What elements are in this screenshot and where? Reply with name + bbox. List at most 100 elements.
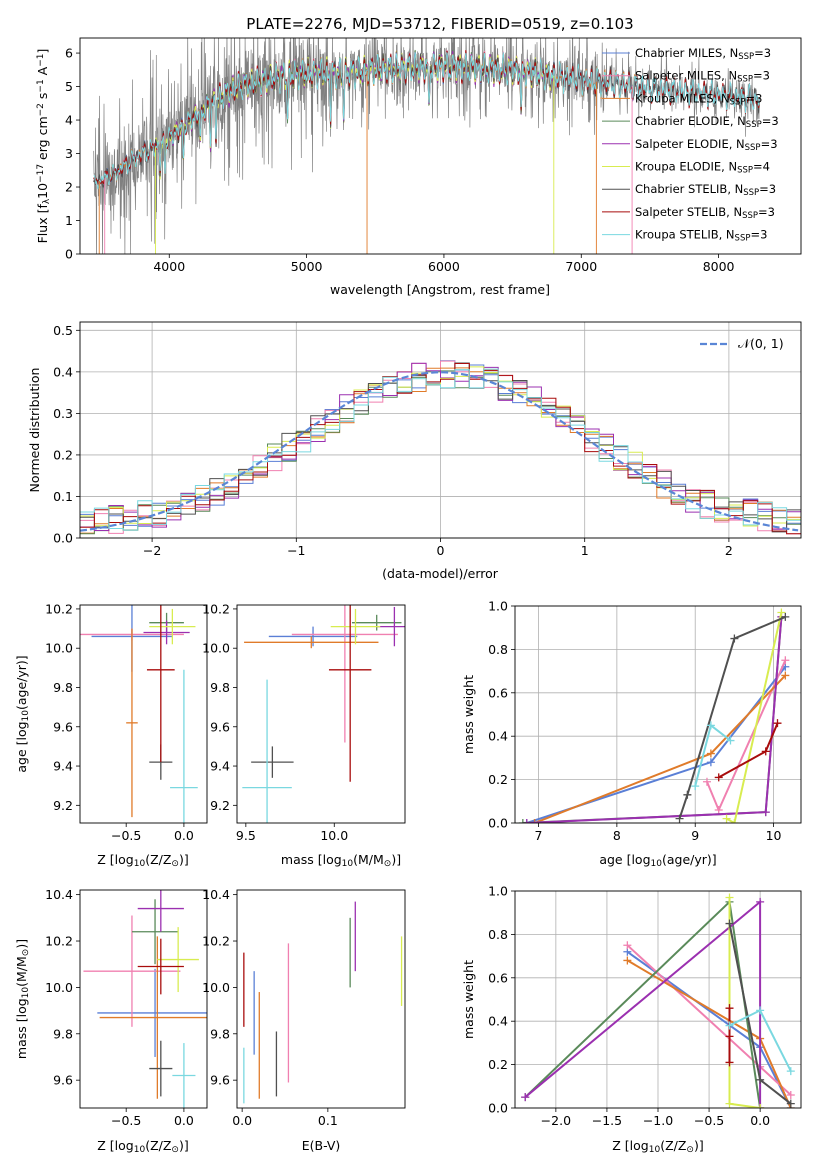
weight-marker-chabrier-stelib [781,612,790,621]
axes-frame [79,37,802,255]
y-tick-label: 9.6 [53,719,73,734]
weight-marker-kroupa-stelib [725,1021,734,1030]
y-tick-label: 0.6 [488,685,508,700]
legend-label: Chabrier STELIB, NSSP=3 [635,182,776,198]
y-tick-label: 9.6 [210,1073,230,1088]
x-axis-label: Z [log10(Z/Z⊙)] [612,1138,703,1155]
weight-marker-chabrier-stelib [730,634,739,643]
y-tick-label: 0.0 [488,1101,508,1116]
weight-marker-kroupa-elodie [722,814,731,823]
weight-marker-chabrier-stelib [756,1075,765,1084]
y-tick-label: 0.1 [53,489,73,504]
x-tick-label: 0 [437,543,445,558]
weight-marker-chabrier-stelib [725,919,734,928]
y-tick-label: 0.2 [488,772,508,787]
axes-mass_weight_vs_Z: −2.0 −1.5 −1.0 −0.5 0.0 0.0 0.2 0.4 0.6 0.8 1.0 Z [… [461,884,802,1155]
y-tick-label: 9.8 [210,1026,230,1041]
legend-label: Kroupa STELIB, NSSP=3 [635,228,767,244]
y-tick-label: 0.5 [53,323,73,338]
y-tick-label: 0.4 [53,364,73,379]
x-tick-label: −0.5 [111,828,141,843]
x-tick-label: 10 [766,828,782,843]
plot-area-residuals [80,360,801,535]
spectrum-legend: Chabrier MILES, NSSP=3 Salpeter MILES, NS… [602,46,779,244]
weight-marker-chabrier-elodie [518,819,527,823]
legend-label: Kroupa ELODIE, NSSP=4 [635,160,770,176]
weight-marker-kroupa-elodie [725,1099,734,1108]
x-axis-label: wavelength [Angstrom, rest frame] [330,282,550,297]
weight-line-chabrier-stelib [678,615,786,820]
x-tick-label: 8 [613,828,621,843]
weight-marker-salpeter-elodie [521,1093,530,1102]
y-tick-label: 0.2 [488,1057,508,1072]
y-tick-label: 0.3 [53,406,73,421]
x-axis-label: Z [log10(Z/Z⊙)] [97,1138,188,1155]
legend-label: Salpeter STELIB, NSSP=3 [635,205,775,221]
y-axis-label: mass weight [461,960,476,1039]
weight-marker-salpeter-elodie [761,808,770,817]
y-tick-label: 10.0 [202,641,230,656]
axes-spectrum: 4000 5000 6000 7000 8000 0 1 2 3 4 5 6 wavelength [A… [35,37,802,297]
y-tick-label: 0.4 [488,729,508,744]
x-tick-label: 7 [535,828,543,843]
weight-line-kroupa-elodie [726,612,783,823]
y-tick-label: 0.8 [488,927,508,942]
y-tick-label: 0.8 [488,642,508,657]
plot-area-mass_weight_vs_age [518,608,790,823]
weight-marker-salpeter-elodie [756,897,765,906]
y-tick-label: 9.8 [210,680,230,695]
x-tick-label: 0.0 [174,828,194,843]
weight-marker-salpeter-miles [714,805,723,814]
y-tick-label: 9.4 [53,759,73,774]
y-axis-label: Normed distribution [27,368,42,493]
weight-marker-chabrier-stelib [786,1099,795,1108]
y-tick-label: 3 [65,146,73,161]
y-axis-label: mass [log10(M/M⊙)] [14,939,31,1059]
y-tick-label: 9.2 [53,798,73,813]
axes-frame [236,889,406,1109]
legend-label: Salpeter ELODIE, NSSP=3 [635,137,778,153]
x-tick-label: 9.5 [236,828,256,843]
x-axis-label: age [log10(age/yr)] [599,852,716,869]
plot-area-spectrum [93,38,760,254]
y-axis-label: mass weight [461,675,476,754]
weight-marker-salpeter-elodie [522,819,531,823]
weight-marker-kroupa-stelib [786,1067,795,1076]
histogram-kroupa-stelib [80,368,801,531]
weight-marker-chabrier-miles [706,758,715,767]
x-tick-label: −1.0 [643,1113,673,1128]
x-tick-label: 6000 [428,259,460,274]
x-tick-label: 8000 [703,259,735,274]
y-tick-label: 0 [65,247,73,262]
x-tick-label: −2 [143,543,161,558]
y-tick-label: 10.4 [45,887,73,902]
weight-marker-kroupa-stelib [691,782,700,791]
weight-marker-kroupa-stelib [706,721,715,730]
y-tick-label: 9.2 [210,798,230,813]
y-tick-label: 5 [65,79,73,94]
x-tick-label: −1.5 [592,1113,622,1128]
y-tick-label: 9.4 [210,759,230,774]
weight-marker-salpeter-miles [786,1090,795,1099]
axes-residuals: −2 −1 0 1 2 0.0 0.1 0.2 0.3 0.4 0.5 𝒩(0, 1) (data-mo… [27,321,802,581]
y-tick-label: 1.0 [488,599,508,614]
y-tick-label: 9.6 [53,1073,73,1088]
histogram-salpeter-stelib [80,363,801,535]
legend-label: Salpeter MILES, NSSP=3 [635,69,770,85]
y-tick-label: 10.4 [202,887,230,902]
weight-marker-salpeter-stelib [725,1058,734,1067]
model-spectrum-kroupa-stelib [93,51,760,190]
y-tick-label: 0.0 [488,816,508,831]
weight-marker-salpeter-stelib [714,773,723,782]
x-tick-label: 0.0 [174,1113,194,1128]
weight-marker-salpeter-stelib [773,719,782,728]
y-axis-label: Flux [fλ10−17 erg cm−2 s−1 A−1] [35,49,52,244]
y-tick-label: 0.6 [488,970,508,985]
x-tick-label: 7000 [565,259,597,274]
x-tick-label: −0.5 [694,1113,724,1128]
weight-marker-kroupa-miles [706,749,715,758]
histogram-salpeter-elodie [80,362,801,531]
weight-marker-kroupa-elodie [730,819,739,823]
y-tick-label: 9.6 [210,719,230,734]
